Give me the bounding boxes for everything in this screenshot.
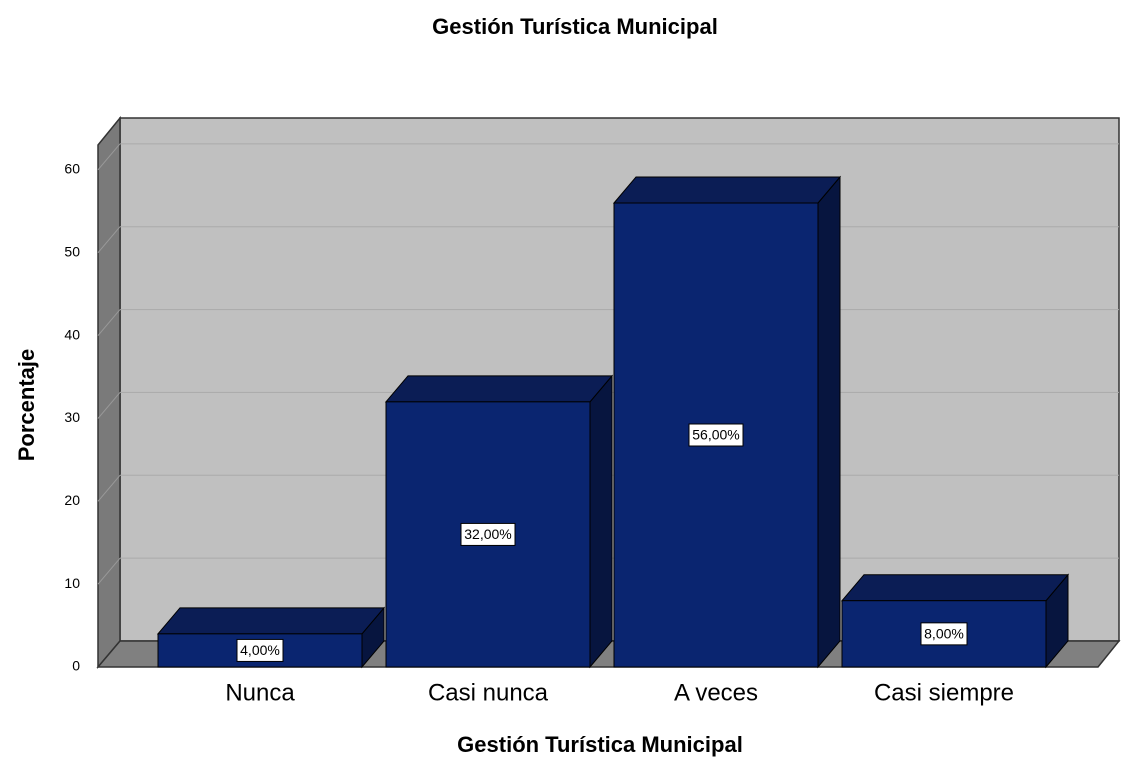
grid-line	[97, 309, 121, 336]
y-axis-title: Porcentaje	[14, 349, 39, 462]
y-tick-label: 60	[64, 161, 80, 177]
side-wall	[97, 115, 121, 670]
bar-side	[817, 175, 841, 669]
data-label: 56,00%	[692, 427, 739, 443]
y-tick-label: 0	[72, 658, 80, 674]
x-tick-label: Casi nunca	[428, 679, 549, 706]
chart-title: Gestión Turística Municipal	[432, 14, 718, 39]
grid-line	[97, 392, 121, 419]
bar-top	[156, 607, 386, 635]
x-axis-title: Gestión Turística Municipal	[457, 732, 743, 757]
data-label-box	[236, 638, 284, 662]
data-label: 4,00%	[240, 642, 280, 658]
x-tick-label: A veces	[674, 679, 758, 706]
y-tick-label: 10	[64, 575, 80, 591]
bar-side	[589, 374, 613, 669]
data-label-box	[688, 423, 744, 447]
grid-line	[97, 557, 121, 585]
data-label: 8,00%	[924, 626, 964, 642]
y-tick-label: 30	[64, 409, 80, 425]
x-tick-label: Casi siempre	[874, 679, 1014, 706]
data-label-box	[460, 522, 516, 546]
y-tick-label: 20	[64, 492, 80, 508]
x-tick-label: Nunca	[225, 679, 295, 706]
bar-top	[384, 375, 614, 403]
y-tick-label: 40	[64, 326, 80, 342]
data-label: 32,00%	[464, 526, 511, 542]
bar-top	[840, 574, 1070, 602]
data-label-box	[920, 622, 968, 646]
grid-line	[97, 143, 121, 171]
y-tick-label: 50	[64, 243, 80, 259]
grid-line	[97, 226, 121, 254]
grid-line	[97, 474, 121, 502]
bar-top	[612, 176, 842, 204]
